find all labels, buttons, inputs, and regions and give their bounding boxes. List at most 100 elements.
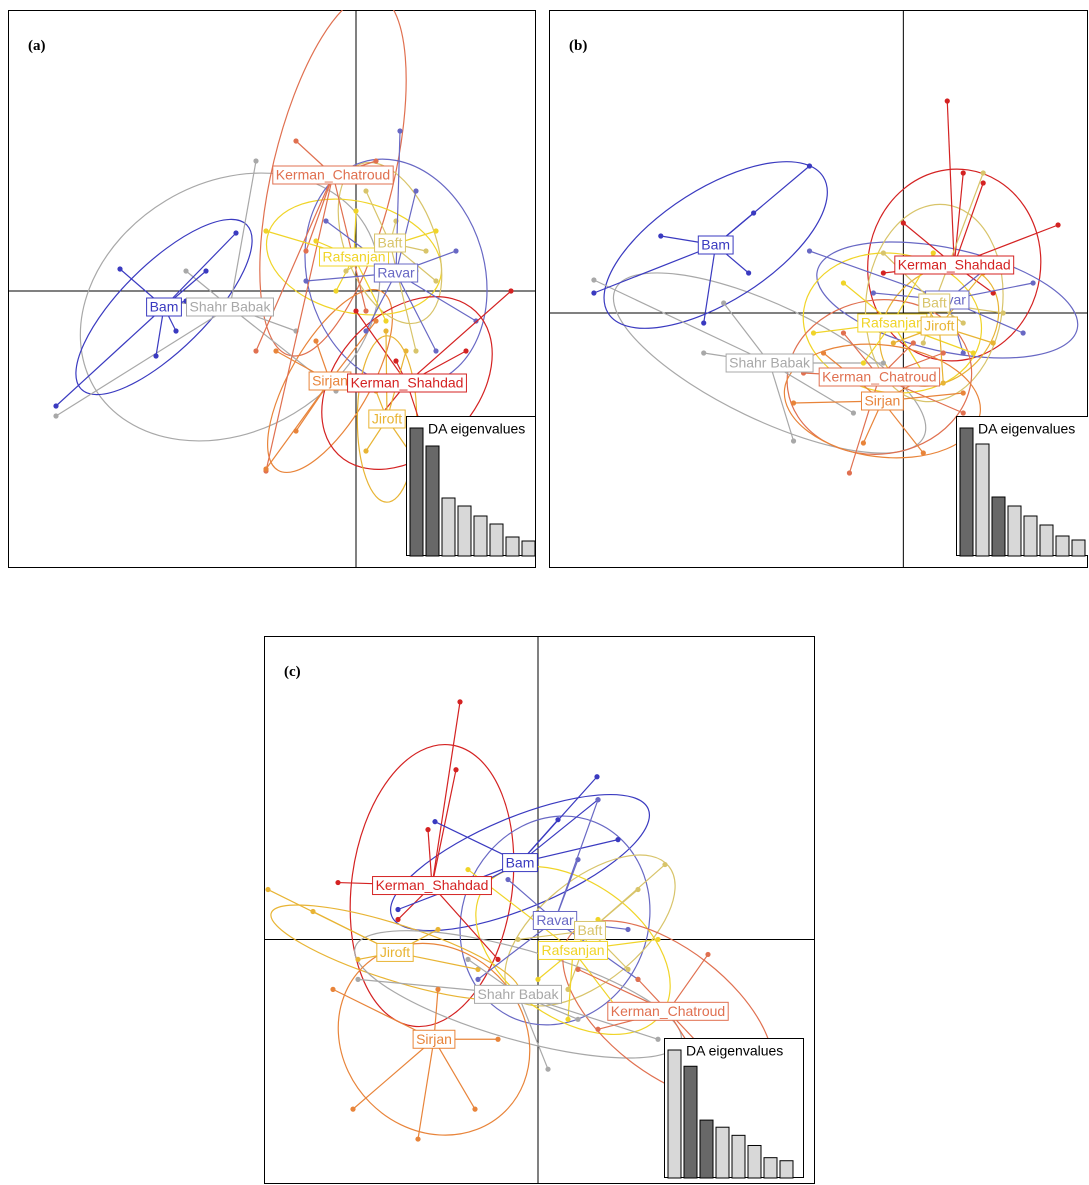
point	[751, 210, 757, 216]
eigen-bar	[991, 496, 1006, 557]
eigen-bar	[441, 497, 456, 557]
group-label: Ravar	[377, 265, 415, 281]
point	[472, 1106, 478, 1112]
point	[960, 170, 966, 176]
point	[323, 218, 329, 224]
point	[870, 290, 876, 296]
point	[465, 956, 471, 963]
eigen-bar	[1055, 535, 1070, 557]
spoke	[519, 799, 599, 864]
group-label-box	[376, 942, 414, 962]
point	[545, 1066, 551, 1072]
group-label: Baft	[922, 295, 947, 311]
point	[920, 450, 926, 456]
spoke	[353, 256, 387, 322]
point	[980, 180, 986, 186]
point	[253, 158, 259, 164]
point	[575, 856, 581, 863]
group-label: Kerman_Chatroud	[276, 167, 390, 183]
group-ellipse	[259, 10, 407, 357]
eigen-bar	[699, 1119, 714, 1179]
point	[910, 340, 916, 346]
group-label: Shahr Babak	[190, 299, 272, 315]
point	[453, 767, 459, 773]
point	[457, 699, 463, 705]
point	[701, 350, 707, 356]
group-label-box	[146, 297, 182, 317]
point	[233, 230, 239, 236]
point	[960, 350, 966, 356]
panel-frame	[8, 10, 536, 568]
group-label-box	[347, 373, 467, 393]
point	[433, 278, 439, 284]
eigen-inset: DA eigenvalues	[664, 1038, 804, 1179]
point	[393, 358, 399, 364]
point	[840, 280, 847, 286]
point	[335, 879, 341, 886]
eigen-bar	[1071, 539, 1086, 557]
point	[595, 916, 601, 923]
point	[970, 350, 976, 356]
eigen-bar	[959, 427, 974, 557]
point	[463, 348, 469, 354]
point	[595, 797, 601, 803]
point	[1030, 280, 1036, 286]
point	[860, 360, 867, 366]
group-label: Rafsanjan	[861, 315, 924, 331]
group-label: Sirjan	[416, 1031, 452, 1047]
point	[355, 976, 361, 982]
inset-title: DA eigenvalues	[978, 421, 1075, 437]
point	[475, 976, 481, 982]
group-label: Baft	[378, 235, 403, 251]
group-label-box	[920, 316, 958, 336]
group-ellipse	[337, 942, 531, 1136]
point	[293, 428, 299, 434]
group-label-box	[186, 297, 274, 317]
point	[373, 158, 379, 164]
eigen-bar	[763, 1157, 778, 1179]
spoke	[769, 362, 795, 442]
point	[505, 876, 511, 883]
point	[846, 470, 853, 476]
group-ellipse	[267, 288, 393, 474]
point	[495, 1036, 501, 1042]
point	[860, 440, 867, 446]
point	[395, 906, 401, 913]
point	[625, 966, 631, 972]
point	[117, 266, 123, 272]
point	[425, 827, 431, 833]
group-label-box	[412, 1029, 456, 1049]
point	[413, 188, 419, 194]
point	[263, 228, 269, 234]
spoke	[572, 950, 619, 1010]
panel-label: (c)	[284, 664, 301, 680]
point	[591, 277, 597, 283]
point	[721, 300, 727, 306]
point	[635, 976, 641, 982]
point	[555, 817, 561, 823]
point	[920, 340, 926, 346]
point	[413, 348, 419, 354]
group-label: Sirjan	[312, 373, 348, 389]
group-label: Baft	[578, 922, 603, 938]
point	[183, 268, 189, 274]
point	[435, 926, 441, 933]
point	[960, 410, 966, 416]
spoke	[389, 242, 417, 352]
spoke	[55, 306, 165, 407]
group-label-box	[532, 910, 578, 930]
point	[203, 268, 209, 274]
spoke	[848, 376, 880, 474]
eigen-bar	[457, 505, 472, 557]
panel: Shahr BabakBamKerman_ShahdadRavarBaftRaf…	[549, 10, 1088, 568]
point	[363, 308, 369, 314]
point	[265, 886, 271, 893]
spoke	[406, 290, 512, 384]
point	[508, 288, 514, 294]
point	[432, 819, 438, 825]
eigen-bar	[715, 1126, 730, 1179]
group-label-box	[537, 940, 609, 960]
point	[591, 290, 597, 296]
point	[980, 170, 986, 176]
point	[373, 318, 379, 324]
